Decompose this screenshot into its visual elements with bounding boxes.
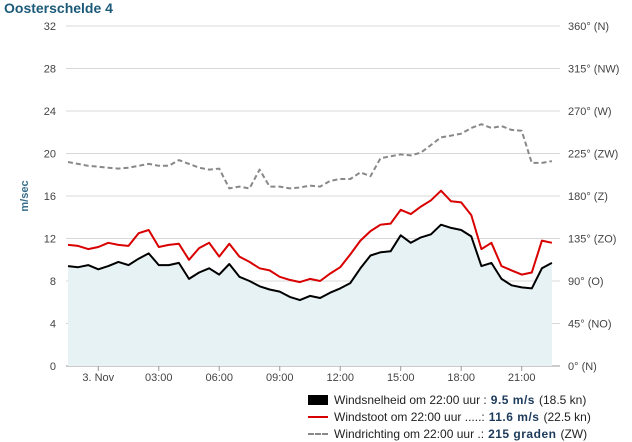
- series-line-windrichting: [67, 123, 553, 190]
- y-tick-label: 8: [50, 276, 56, 288]
- legend-swatch-line: [308, 415, 328, 418]
- y-tick-label: 24: [44, 106, 56, 118]
- y2-tick-label: 225° (ZW): [568, 149, 618, 161]
- y-tick-label: 0: [50, 361, 56, 373]
- y-axis-title: m/sec: [19, 180, 31, 211]
- legend-label: Windrichting om 22:00 uur .:: [334, 426, 485, 441]
- legend-extra: (ZW): [560, 426, 588, 441]
- y2-tick-label: 270° (W): [568, 106, 612, 118]
- y2-tick-label: 180° (Z): [568, 191, 608, 203]
- legend-item-windrichting[interactable]: Windrichting om 22:00 uur .: 215 graden …: [308, 425, 591, 442]
- legend-value: 11.6 m/s: [488, 409, 540, 424]
- legend-swatch-area: [308, 394, 328, 405]
- chart-canvas: 0 0° (N) 4 45° (NO) 8 90° (O) 12 135° (ZO) 16 180…: [19, 21, 619, 384]
- y-tick-label: 4: [50, 319, 56, 331]
- legend-item-windstoot[interactable]: Windstoot om 22:00 uur .....: 11.6 m/s (…: [308, 408, 591, 425]
- y2-tick-label: 0° (N): [568, 361, 597, 373]
- legend-item-windsnelheid[interactable]: Windsnelheid om 22:00 uur : 9.5 m/s (18.…: [308, 391, 591, 408]
- legend-value: 9.5 m/s: [490, 392, 535, 407]
- series-line-windsnelheid: [67, 223, 553, 302]
- y2-tick-label: 135° (ZO): [568, 234, 616, 246]
- y2-tick-label: 45° (NO): [568, 319, 612, 331]
- y2-tick-label: 360° (N): [568, 21, 609, 33]
- y2-tick-label: 315° (NW): [568, 64, 619, 76]
- x-tick-label: 09:00: [266, 372, 294, 384]
- y-tick-label: 20: [44, 149, 56, 161]
- legend: Windsnelheid om 22:00 uur : 9.5 m/s (18.…: [308, 391, 591, 442]
- x-tick-label: 21:00: [508, 372, 536, 384]
- y-tick-label: 12: [44, 234, 56, 246]
- legend-label: Windstoot om 22:00 uur .....:: [334, 409, 485, 424]
- series-area-windsnelheid: [68, 224, 552, 366]
- x-tick-label: 06:00: [205, 372, 233, 384]
- series-line-windstoot: [67, 189, 553, 284]
- x-tick-label: 03:00: [145, 372, 173, 384]
- x-tick-label: 3. Nov: [82, 372, 114, 384]
- x-tick-label: 18:00: [447, 372, 475, 384]
- y-tick-label: 32: [44, 21, 56, 33]
- chart-title: Oosterschelde 4: [4, 0, 113, 16]
- y-tick-label: 28: [44, 64, 56, 76]
- legend-swatch-dashed: [308, 432, 328, 435]
- y2-tick-label: 90° (O): [568, 276, 604, 288]
- x-tick-label: 15:00: [387, 372, 415, 384]
- legend-label: Windsnelheid om 22:00 uur :: [334, 392, 487, 407]
- legend-extra: (18.5 kn): [538, 392, 587, 407]
- x-tick-label: 12:00: [326, 372, 354, 384]
- legend-value: 215 graden: [488, 426, 557, 441]
- y-tick-label: 16: [44, 191, 56, 203]
- legend-extra: (22.5 kn): [543, 409, 591, 424]
